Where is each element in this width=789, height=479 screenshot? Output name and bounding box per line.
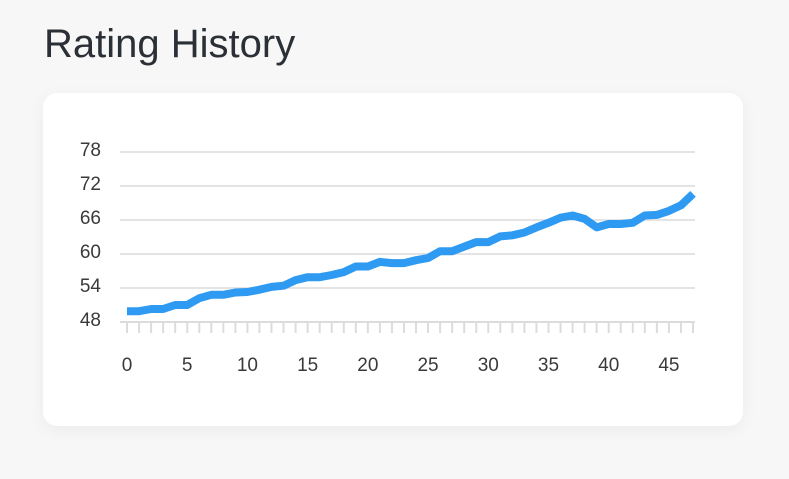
y-tick-label: 66: [80, 208, 101, 229]
x-tick-label: 15: [297, 355, 318, 376]
x-tick-label: 0: [122, 355, 133, 376]
rating-series-line: [127, 191, 696, 316]
x-tick-label: 35: [538, 355, 559, 376]
x-tick-label: 20: [357, 355, 378, 376]
x-tick-label: 30: [478, 355, 499, 376]
y-tick-label: 48: [80, 310, 101, 331]
y-tick-label: 78: [80, 140, 101, 161]
x-tick-label: 5: [182, 355, 193, 376]
chart-card: 48 54 60 66 72 78 0 5 10 15 20 25 30 35 40 45: [43, 93, 743, 426]
y-tick-label: 72: [80, 174, 101, 195]
x-tick-label: 10: [237, 355, 258, 376]
series-layer: [127, 191, 696, 316]
x-tick-label: 25: [417, 355, 438, 376]
y-axis-labels: 48 54 60 66 72 78: [80, 140, 102, 331]
x-axis-labels: 0 5 10 15 20 25 30 35 40 45: [122, 355, 680, 376]
y-tick-label: 60: [80, 242, 101, 263]
y-tick-label: 54: [80, 276, 102, 297]
page-title: Rating History: [44, 22, 296, 66]
x-tick-label: 40: [598, 355, 619, 376]
x-axis-ticks: [126, 323, 694, 333]
x-tick-label: 45: [658, 355, 679, 376]
grid-layer: [120, 151, 695, 323]
rating-history-chart: 48 54 60 66 72 78 0 5 10 15 20 25 30 35 40 45: [80, 140, 696, 376]
